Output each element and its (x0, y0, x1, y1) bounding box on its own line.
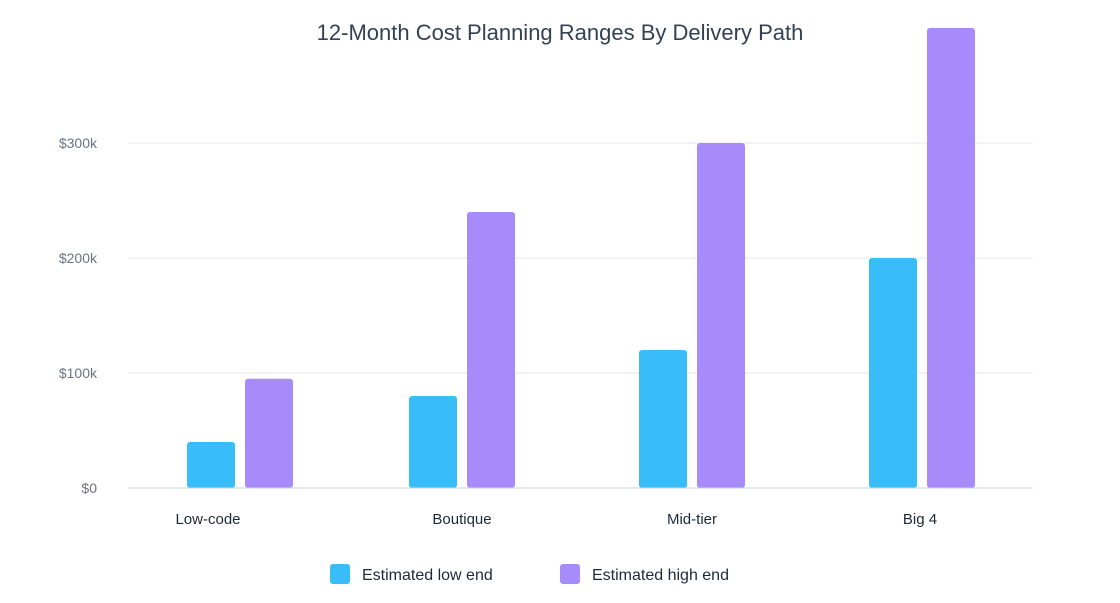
bar-high (697, 143, 745, 488)
legend-label: Estimated low end (362, 567, 493, 584)
bar-high (467, 212, 515, 488)
legend-swatch (560, 564, 580, 584)
bars (187, 28, 975, 488)
x-tick-label: Low-code (175, 511, 240, 528)
legend-item: Estimated low end (330, 564, 493, 584)
y-tick-label: $300k (59, 135, 98, 151)
bar-low (409, 396, 457, 488)
y-tick-label: $0 (81, 480, 97, 496)
legend-label: Estimated high end (592, 567, 729, 584)
y-axis-ticks: $0 $100k $200k $300k (59, 135, 98, 496)
y-tick-label: $200k (59, 250, 98, 266)
x-axis-ticks: Low-code Boutique Mid-tier Big 4 (175, 511, 937, 528)
x-tick-label: Mid-tier (667, 511, 717, 528)
legend: Estimated low end Estimated high end (330, 564, 729, 584)
bar-low (869, 258, 917, 488)
x-tick-label: Big 4 (903, 511, 937, 528)
y-tick-label: $100k (59, 365, 98, 381)
x-tick-label: Boutique (432, 511, 491, 528)
bar-low (639, 350, 687, 488)
legend-item: Estimated high end (560, 564, 729, 584)
chart-title: 12-Month Cost Planning Ranges By Deliver… (317, 20, 804, 45)
legend-swatch (330, 564, 350, 584)
bar-low (187, 442, 235, 488)
bar-high (927, 28, 975, 488)
bar-high (245, 378, 293, 488)
